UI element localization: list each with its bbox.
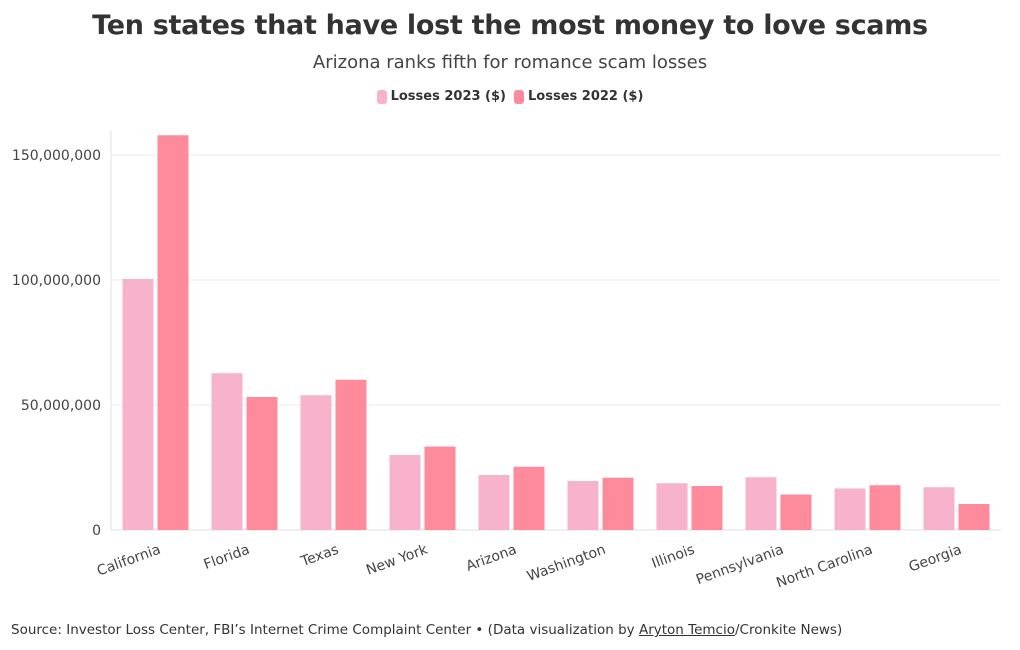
legend-label-2022: Losses 2022 ($) [528,89,644,104]
legend-label-2023: Losses 2023 ($) [390,89,506,104]
bar-pennsylvania-2023[interactable] [745,477,777,530]
y-tick-label: 100,000,000 [12,273,101,289]
credit-link[interactable]: Aryton Temcio [638,622,735,638]
source-prefix: Source: Investor Loss Center, FBI’s Inte… [11,622,639,638]
bars [122,135,990,531]
bar-georgia-2023[interactable] [923,487,955,530]
x-tick-label: Arizona [464,542,519,575]
bar-california-2022[interactable] [157,135,189,530]
bar-arizona-2022[interactable] [513,466,545,530]
bar-georgia-2022[interactable] [958,504,990,530]
x-tick-label: Pennsylvania [694,542,786,588]
legend-item-2022[interactable]: Losses 2022 ($) [514,89,643,104]
bar-california-2023[interactable] [122,279,154,530]
x-tick-label: Georgia [907,542,964,576]
bar-texas-2022[interactable] [335,379,367,530]
x-tick-label: California [95,542,163,580]
bar-florida-2022[interactable] [246,397,278,530]
x-tick-label: Texas [298,542,341,571]
bar-florida-2023[interactable] [211,373,243,530]
bar-north-carolina-2023[interactable] [834,488,866,531]
source-note: Source: Investor Loss Center, FBI’s Inte… [11,622,842,638]
bar-new-york-2022[interactable] [424,446,456,531]
bar-texas-2023[interactable] [300,395,332,530]
legend-swatch-2023 [376,89,387,104]
x-tick-label: Illinois [650,542,697,572]
x-tick-label: North Carolina [774,542,875,592]
y-tick-label: 0 [92,523,101,539]
legend-swatch-2022 [514,89,524,104]
bar-illinois-2023[interactable] [656,483,688,530]
source-suffix: /Cronkite News) [734,622,843,638]
bar-north-carolina-2022[interactable] [869,485,901,530]
bar-pennsylvania-2022[interactable] [780,494,812,531]
y-tick-label: 50,000,000 [21,398,101,414]
x-tick-label: Washington [525,542,608,585]
bar-arizona-2023[interactable] [478,475,510,530]
legend-item-2023[interactable]: Losses 2023 ($) [376,89,506,104]
y-tick-label: 150,000,000 [12,148,101,164]
chart-legend: Losses 2023 ($) Losses 2022 ($) [0,89,1020,104]
x-tick-label: Florida [202,542,252,573]
bar-washington-2022[interactable] [602,477,634,530]
y-axis-ticks: 0 50,000,000 100,000,000 150,000,000 [12,148,101,539]
bar-washington-2023[interactable] [567,481,599,530]
bar-new-york-2023[interactable] [389,455,421,530]
x-axis-labels: California Florida Texas New York Arizona Was… [95,541,964,591]
grid-lines [111,154,1001,406]
chart-subtitle: Arizona ranks fifth for romance scam los… [312,52,708,73]
bar-illinois-2022[interactable] [691,486,723,530]
chart-title: Ten states that have lost the most money… [92,10,928,41]
bar-chart: 0 50,000,000 100,000,000 150,000,000 Califo… [12,130,1001,591]
x-tick-label: New York [364,541,431,578]
